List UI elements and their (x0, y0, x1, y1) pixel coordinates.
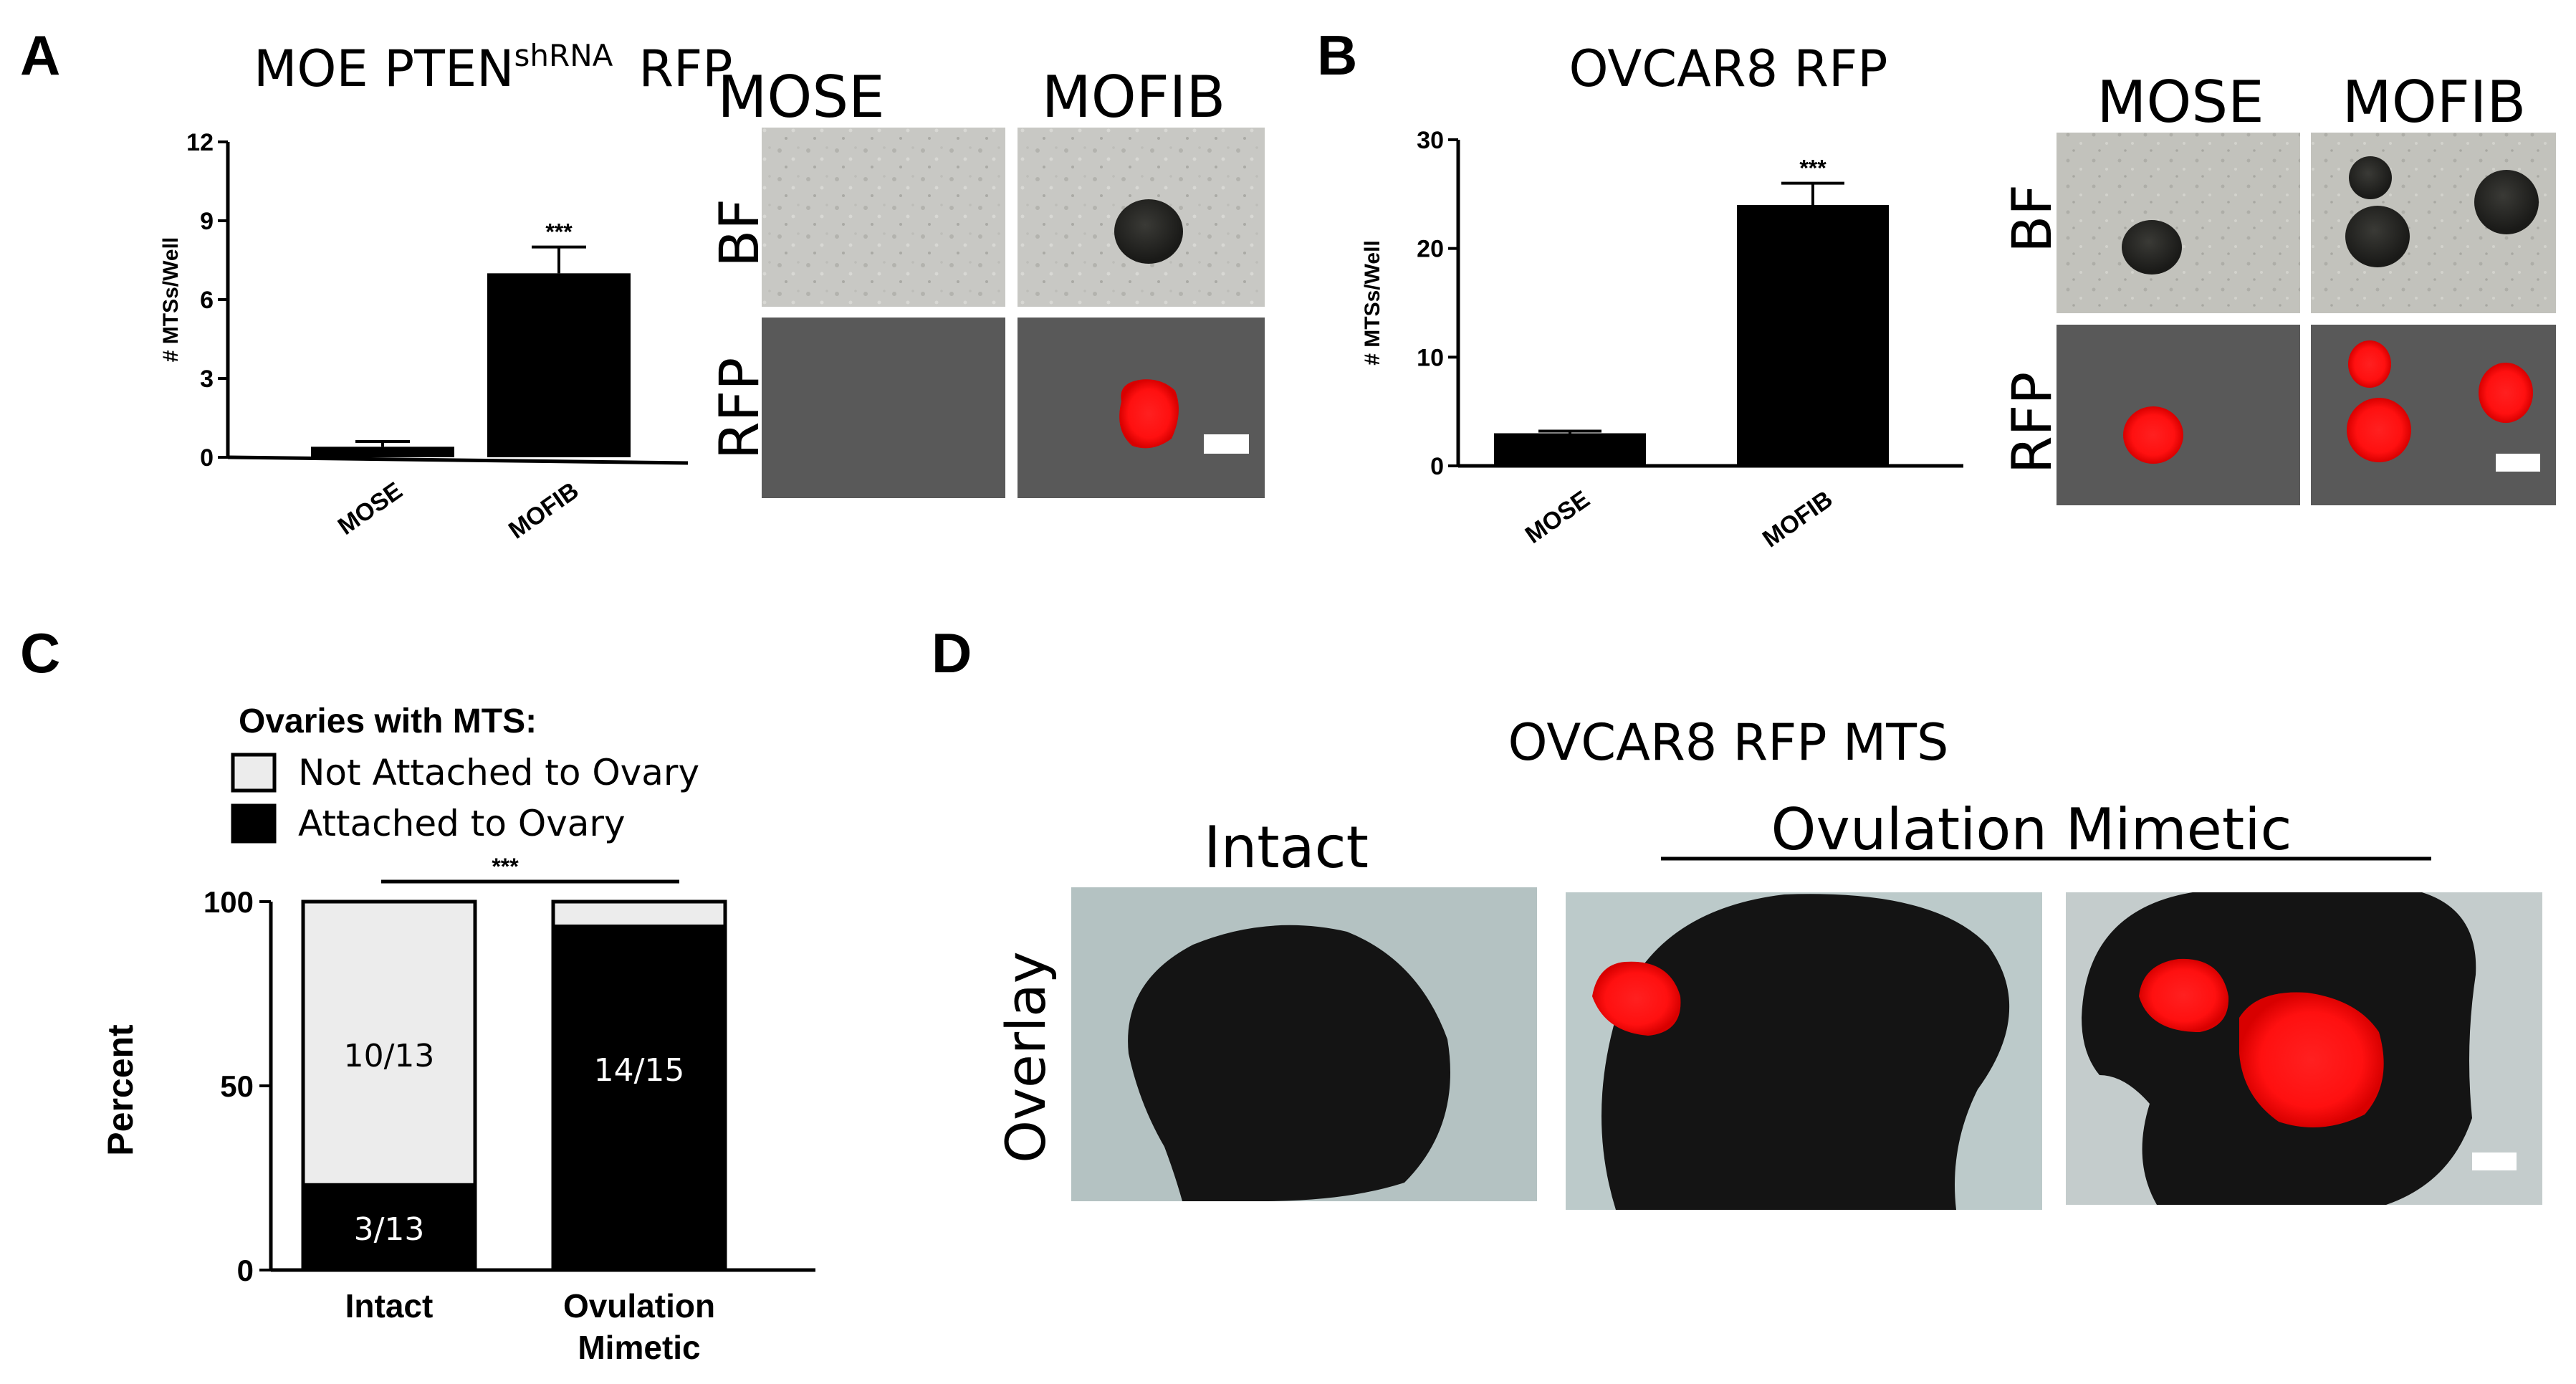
panel-d-letter: D (932, 621, 972, 684)
y-tick-label: 20 (1417, 236, 1444, 263)
panel-b-row-bf: BF (2000, 184, 2064, 253)
y-tick-label: 0 (237, 1254, 254, 1287)
panel-d-intact-image (1071, 887, 1537, 1201)
panel-a-col-mose: MOSE (717, 64, 884, 130)
panel-b-scale-bar (2496, 454, 2540, 472)
panel-a-letter: A (20, 24, 60, 87)
legend-label-not-attached: Not Attached to Ovary (298, 752, 699, 793)
y-tick-label: 10 (1417, 344, 1444, 371)
chart-b-yticks: 0 10 20 30 (1417, 127, 1458, 480)
chart-c-intact-top-label: 10/13 (344, 1038, 435, 1074)
bar-segment-attached-to-ovary (301, 1183, 477, 1272)
panel-b-title: OVCAR8 RFP (1569, 39, 1887, 98)
bar-segment-not-attached-to-ovary (551, 899, 727, 928)
panel-d-overlay: Overlay (994, 951, 1058, 1163)
chart-b-bars (1494, 181, 1889, 466)
panel-d-intact: Intact (1204, 814, 1369, 881)
panel-a-bf-mose-image (762, 128, 1005, 307)
chart-c-significance: *** (492, 854, 519, 879)
chart-a-ylabel: # MTSs/Well (159, 237, 183, 363)
chart-a: 0 3 6 9 12 MOSE MOFIB # MTSs/Well *** (159, 129, 689, 544)
panel-d-ovulation-image-1 (1566, 892, 2042, 1210)
category-label: Ovulation (563, 1287, 715, 1325)
chart-b-ylabel: # MTSs/Well (1361, 240, 1384, 366)
category-label-mofib: MOFIB (1758, 485, 1838, 553)
panel-a-title: MOE PTENshRNA RFP (254, 38, 733, 98)
panel-a-col-mofib: MOFIB (1042, 64, 1225, 130)
y-tick-label: 100 (204, 885, 254, 919)
panel-b-row-rfp: RFP (2000, 372, 2064, 474)
panel-d-ovulation: Ovulation Mimetic (1771, 796, 2292, 863)
panel-d-ovulation-image-2 (2066, 892, 2542, 1205)
panel-a-bf-mofib-image (1018, 128, 1265, 307)
chart-c-ovulation-label: 14/15 (594, 1052, 685, 1089)
y-tick-label: 0 (200, 444, 214, 472)
chart-b-significance: *** (1799, 156, 1826, 181)
chart-c-ylabel: Percent (100, 1024, 140, 1156)
bar-segment-attached-to-ovary (551, 924, 727, 1272)
panel-d-title: OVCAR8 RFP MTS (1508, 713, 1949, 772)
panel-b-bf-mose-image (2057, 133, 2300, 313)
panel-b-rfp-mose-image (2057, 325, 2300, 505)
panel-a-title-main: MOE PTEN (254, 39, 514, 98)
panel-b-bf-mofib-image (2311, 133, 2556, 313)
panel-b-col-mose: MOSE (2097, 69, 2264, 135)
category-label-mose: MOSE (1521, 485, 1595, 549)
chart-c-categories: Intact Ovulation Mimetic (345, 1287, 715, 1366)
panel-b-rfp-mofib-image (2311, 325, 2556, 505)
y-tick-label: 50 (220, 1069, 254, 1103)
y-tick-label: 0 (1430, 453, 1444, 480)
x-axis-line (227, 455, 689, 465)
panel-c-letter: C (20, 621, 60, 684)
panel-a-title-tail: RFP (638, 39, 732, 98)
panel-a-rfp-mofib-image (1018, 318, 1265, 498)
y-tick-label: 3 (200, 366, 214, 393)
panel-c-legend-title: Ovaries with MTS: (239, 702, 537, 740)
bar-segment-not-attached-to-ovary (301, 899, 477, 1187)
legend-swatch-not-attached (231, 753, 277, 793)
chart-a-significance: *** (545, 219, 573, 245)
chart-b: 0 10 20 30 MOSE MOFIB # MTSs/Well *** (1361, 127, 1963, 553)
chart-a-bars (311, 245, 631, 457)
panel-b-letter: B (1317, 24, 1357, 87)
chart-c-yticks: 0 50 100 (204, 885, 271, 1287)
category-label: Mimetic (578, 1329, 700, 1366)
y-tick-label: 12 (186, 129, 214, 156)
category-label-mose: MOSE (333, 477, 408, 540)
panel-a-scale-bar (1204, 434, 1249, 454)
panel-b-col-mofib: MOFIB (2342, 69, 2526, 135)
chart-c-bars (301, 899, 727, 1272)
bar-mofib (1737, 205, 1889, 466)
chart-b-categories: MOSE MOFIB (1521, 485, 1838, 553)
y-tick-label: 6 (200, 287, 214, 314)
chart-c: 0 50 100 Intact Ovulation Mimetic Percent **… (100, 854, 815, 1366)
panel-a-row-bf: BF (707, 199, 771, 267)
panel-a-rfp-mose-image (762, 318, 1005, 498)
panel-a-row-rfp: RFP (707, 358, 771, 459)
bar-mose (1494, 433, 1646, 466)
category-label-mofib: MOFIB (504, 477, 584, 544)
y-tick-label: 30 (1417, 127, 1444, 154)
legend-swatch-attached (231, 803, 277, 844)
bar-mofib (487, 273, 631, 457)
chart-a-categories: MOSE MOFIB (333, 477, 584, 544)
legend-label-attached: Attached to Ovary (298, 803, 626, 844)
chart-a-yticks: 0 3 6 9 12 (186, 129, 228, 472)
panel-a-title-sup: shRNA (514, 38, 613, 73)
panel-d-scale-bar (2472, 1152, 2517, 1170)
y-tick-label: 9 (200, 208, 214, 235)
bar-mose (311, 447, 454, 457)
chart-c-intact-bottom-label: 3/13 (354, 1211, 425, 1248)
category-label: Intact (345, 1287, 434, 1325)
